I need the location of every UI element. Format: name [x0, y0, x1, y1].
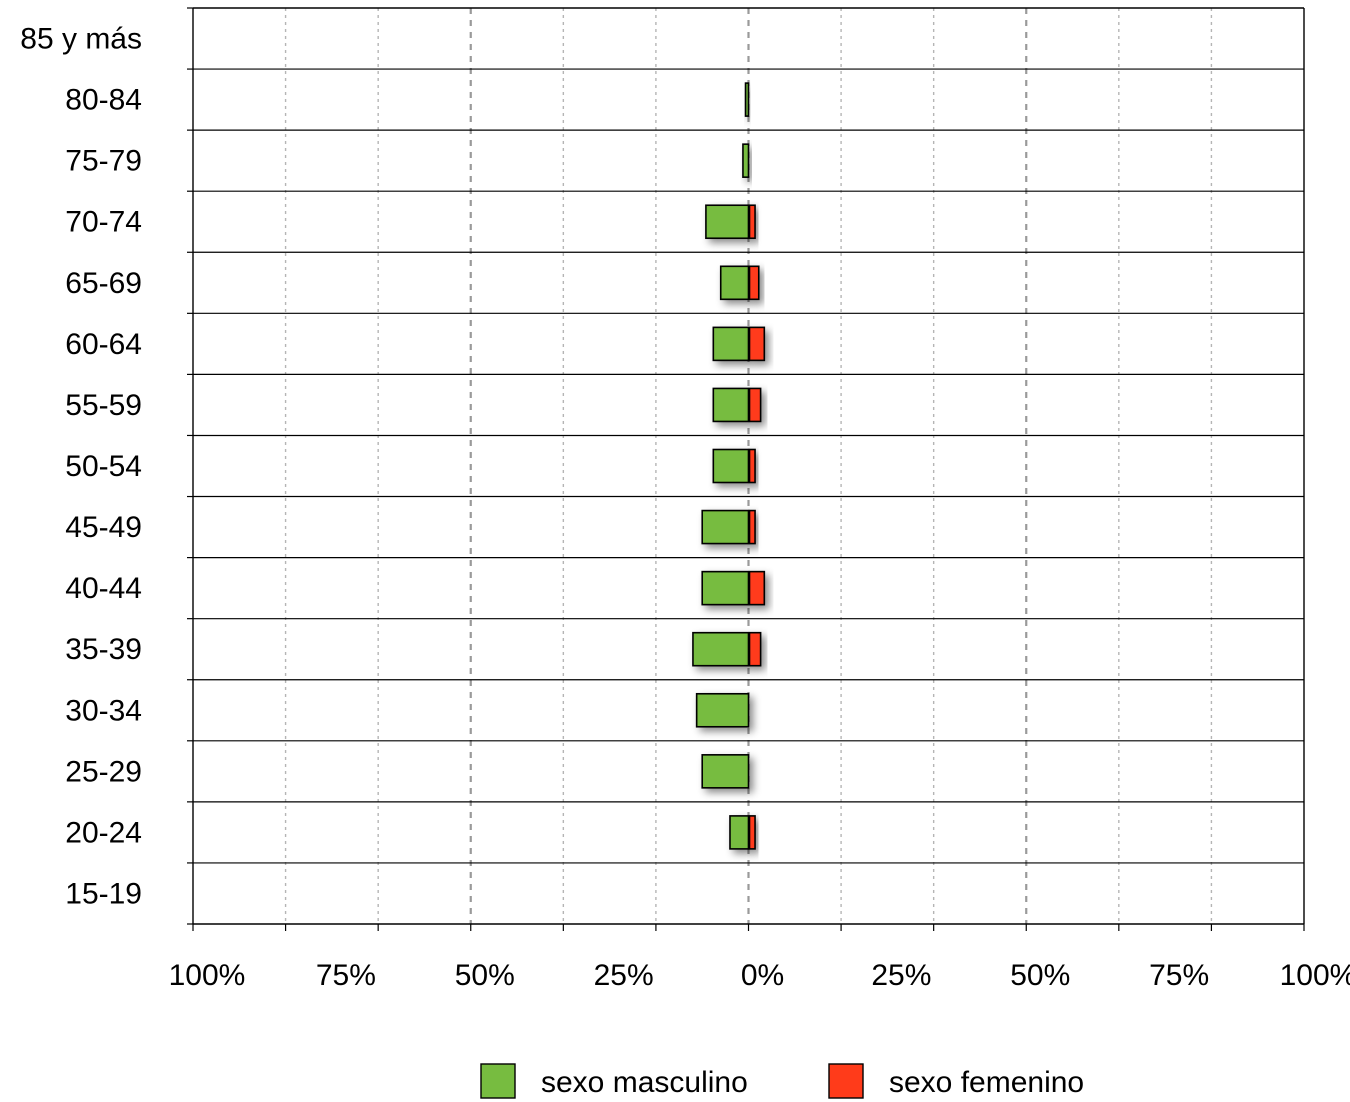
category-label: 45-49 — [65, 511, 142, 544]
bar-sexo-masculino — [712, 448, 750, 484]
bars — [692, 82, 766, 850]
bar-sexo-femenino — [748, 326, 766, 362]
bar-sexo-femenino — [748, 570, 766, 606]
bar-sexo-femenino — [748, 265, 760, 301]
category-labels: 85 y más 80-84 75-79 70-74 65-69 60-64 55-59 50… — [20, 23, 142, 911]
category-label: 60-64 — [65, 328, 142, 361]
legend-label: sexo masculino — [541, 1066, 748, 1099]
category-label: 55-59 — [65, 389, 142, 422]
legend-swatch — [480, 1063, 516, 1099]
category-label: 25-29 — [65, 755, 142, 788]
bar-sexo-masculino — [712, 326, 750, 362]
x-tick-label: 50% — [455, 959, 515, 992]
bar-sexo-masculino — [701, 754, 750, 789]
category-label: 35-39 — [65, 633, 142, 666]
bar-sexo-masculino — [701, 570, 750, 606]
category-label: 65-69 — [65, 267, 142, 300]
legend-swatch — [828, 1063, 864, 1099]
category-label: 50-54 — [65, 450, 142, 483]
category-label: 85 y más — [20, 23, 142, 56]
bar-sexo-femenino — [748, 815, 756, 850]
x-tick-label: 75% — [316, 959, 376, 992]
category-label: 40-44 — [65, 572, 142, 605]
legend-label: sexo femenino — [889, 1066, 1084, 1099]
category-label: 75-79 — [65, 145, 142, 178]
bar-sexo-masculino — [712, 387, 750, 423]
x-tick-label: 25% — [871, 959, 931, 992]
x-tick-label: 100% — [1280, 959, 1350, 992]
bar-sexo-masculino — [729, 815, 750, 850]
bar-sexo-masculino — [692, 631, 750, 667]
x-tick-label: 0% — [741, 959, 784, 992]
bar-sexo-masculino — [705, 204, 750, 240]
bar-sexo-masculino — [701, 509, 750, 545]
bar-sexo-masculino — [744, 82, 750, 117]
category-label: 20-24 — [65, 816, 142, 849]
bar-sexo-masculino — [719, 265, 750, 301]
bar-sexo-masculino — [695, 692, 750, 728]
legend: sexo masculino sexo femenino — [480, 1063, 1084, 1099]
bar-sexo-femenino — [748, 448, 756, 484]
plot-frame — [187, 7, 1305, 931]
bar-sexo-masculino — [742, 143, 750, 178]
bar-sexo-femenino — [748, 387, 762, 423]
x-tick-labels: 100% 75% 50% 25% 0% 25% 50% 75% 100% — [169, 959, 1350, 992]
category-label: 15-19 — [65, 877, 142, 910]
x-tick-label: 50% — [1010, 959, 1070, 992]
bar-sexo-femenino — [748, 204, 756, 240]
bar-sexo-femenino — [748, 509, 756, 545]
x-tick-label: 25% — [594, 959, 654, 992]
category-label: 80-84 — [65, 84, 142, 117]
category-label: 30-34 — [65, 694, 142, 727]
bar-sexo-femenino — [748, 631, 762, 667]
category-label: 70-74 — [65, 206, 142, 239]
x-tick-label: 100% — [169, 959, 246, 992]
x-tick-label: 75% — [1149, 959, 1209, 992]
